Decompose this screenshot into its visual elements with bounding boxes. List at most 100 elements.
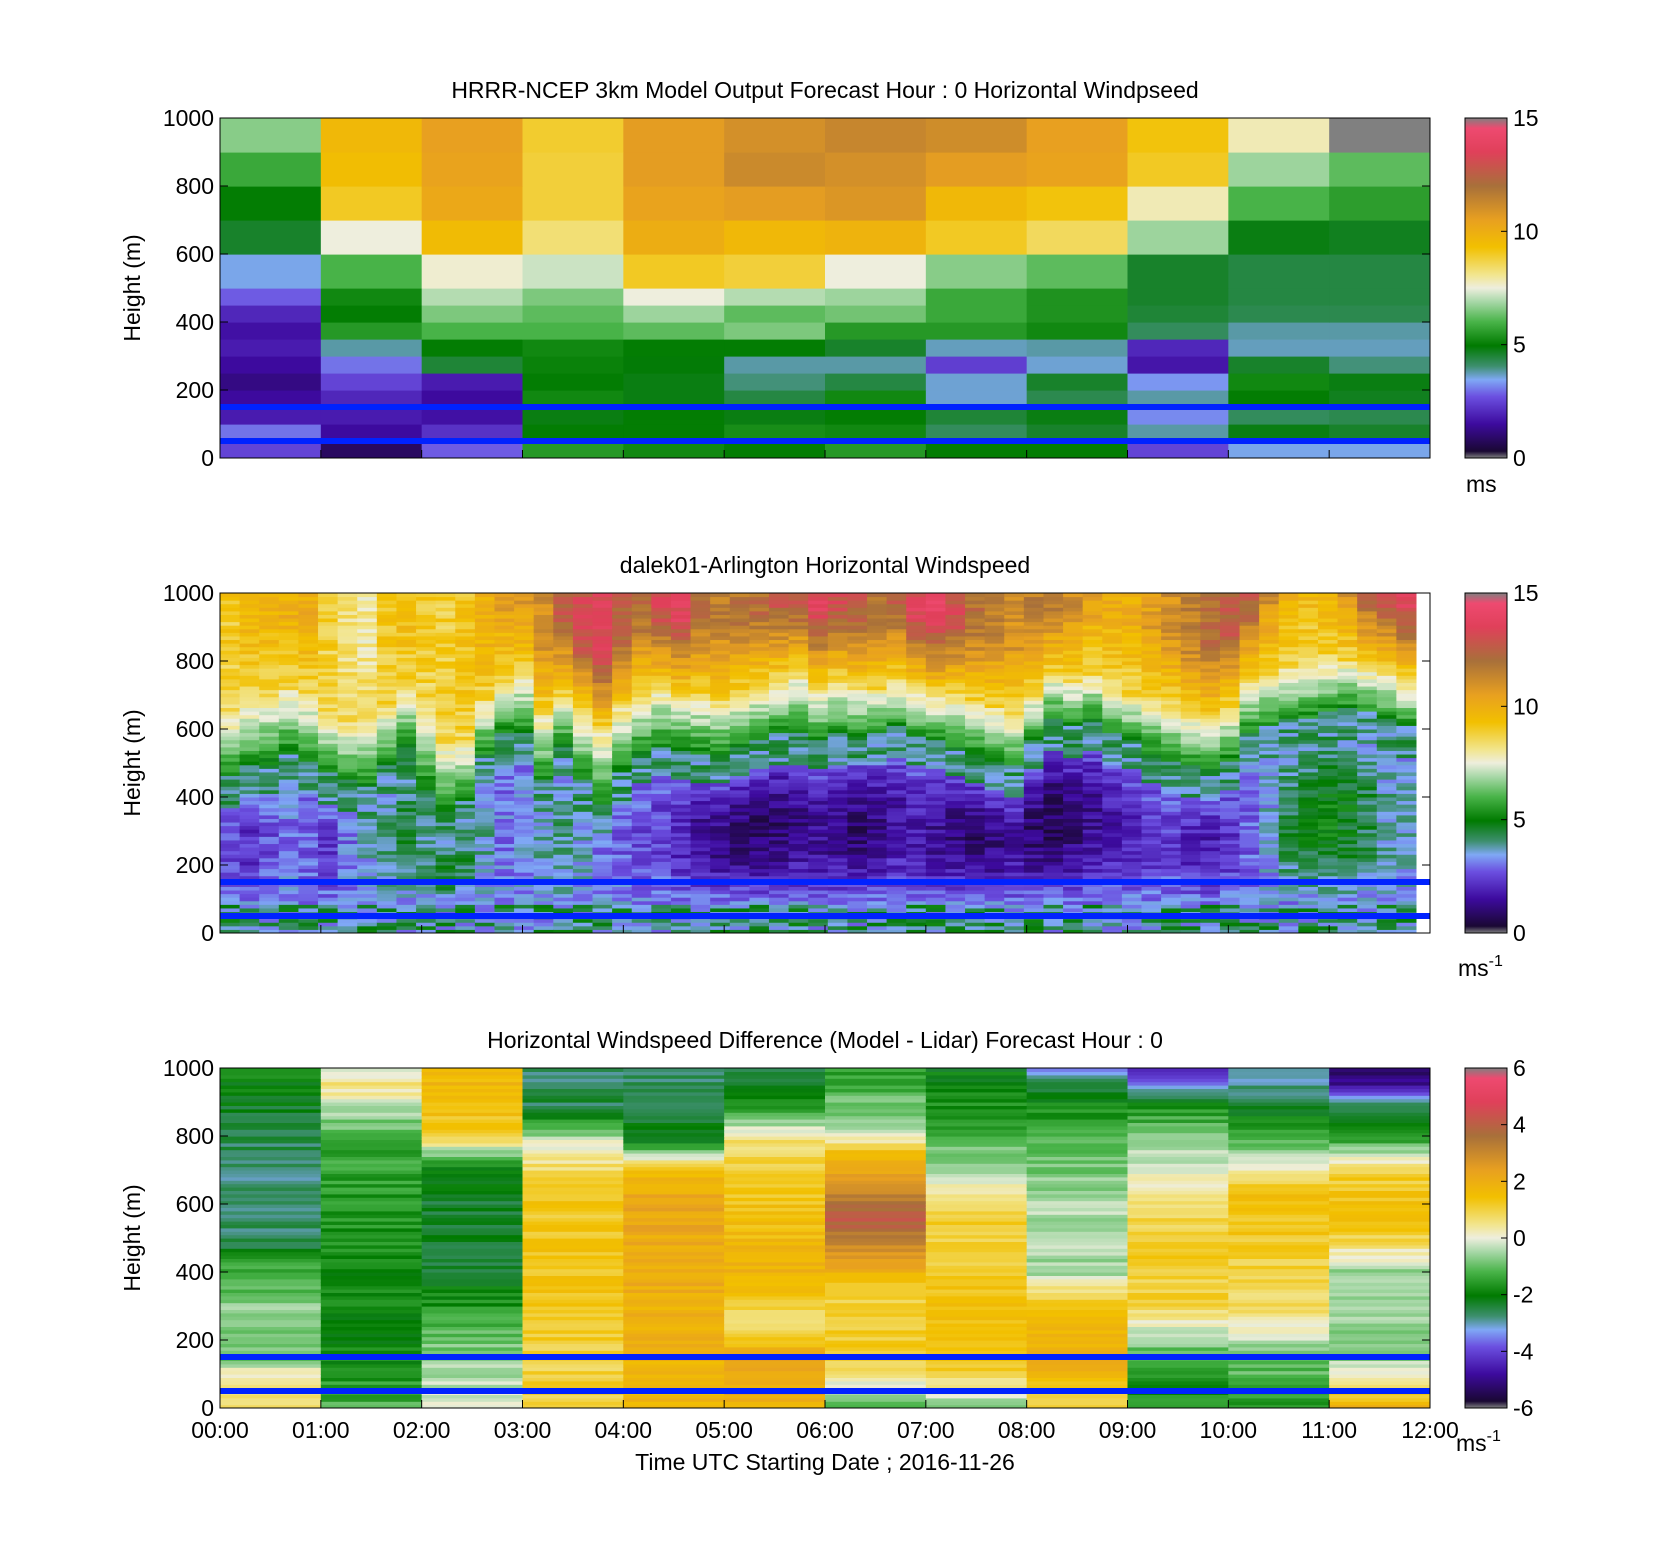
heatmap-cell <box>1121 639 1143 644</box>
heatmap-cell <box>416 872 437 877</box>
heatmap-cell <box>514 804 535 809</box>
heatmap-cell <box>572 639 594 644</box>
heatmap-cell <box>220 832 241 837</box>
heatmap-cell <box>376 703 397 709</box>
heatmap-cell <box>259 793 280 798</box>
heatmap-cell <box>984 857 1005 862</box>
heatmap-cell <box>670 907 692 913</box>
heatmap-cell <box>1102 736 1123 741</box>
heatmap-cell <box>827 739 848 744</box>
heatmap-cell <box>278 875 299 880</box>
heatmap-cell <box>886 850 907 855</box>
heatmap-cell <box>337 764 358 769</box>
heatmap-cell <box>1161 628 1182 633</box>
heatmap-cell <box>220 782 241 787</box>
heatmap-cell <box>945 646 966 651</box>
heatmap-cell <box>651 771 672 777</box>
heatmap-cell <box>749 603 770 608</box>
heatmap-cell <box>906 818 927 823</box>
heatmap-cell <box>1023 850 1044 855</box>
heatmap-cell <box>651 743 672 748</box>
heatmap-cell <box>553 807 574 812</box>
heatmap-cell <box>631 822 652 827</box>
heatmap-cell <box>1180 872 1201 877</box>
heatmap-cell <box>1043 814 1064 819</box>
heatmap-cell <box>965 793 986 798</box>
heatmap-cell <box>357 847 378 852</box>
heatmap-cell <box>612 736 633 741</box>
heatmap-cell <box>318 646 339 651</box>
heatmap-cell <box>592 800 613 805</box>
heatmap-cell <box>827 693 848 698</box>
heatmap-cell <box>945 789 966 794</box>
heatmap-cell <box>357 635 378 641</box>
heatmap-cell <box>416 793 437 798</box>
heatmap-cell <box>945 918 966 923</box>
heatmap-cell <box>1141 736 1162 741</box>
heatmap-cell <box>376 757 397 762</box>
heatmap-cell <box>592 900 613 905</box>
heatmap-cell <box>808 635 829 641</box>
heatmap-cell <box>553 621 574 626</box>
heatmap-cell <box>867 829 888 834</box>
heatmap-cell <box>651 797 672 802</box>
heatmap-cell <box>768 786 790 791</box>
heatmap-cell <box>416 893 437 898</box>
heatmap-cell <box>533 739 554 744</box>
heatmap-cell <box>710 800 731 805</box>
heatmap-cell <box>421 407 524 425</box>
heatmap-cell <box>1023 661 1044 666</box>
heatmap-cell <box>1121 822 1143 827</box>
heatmap-cell <box>376 736 397 741</box>
heatmap-cell <box>533 603 554 608</box>
heatmap-cell <box>886 593 907 598</box>
heatmap-cell <box>808 618 829 623</box>
heatmap-cell <box>421 220 524 255</box>
heatmap-cell <box>1329 305 1430 323</box>
heatmap-cell <box>825 152 927 187</box>
heatmap-cell <box>514 628 535 633</box>
heatmap-cell <box>867 678 888 683</box>
heatmap-cell <box>592 825 613 830</box>
heatmap-cell <box>1004 635 1025 641</box>
heatmap-cell <box>1023 839 1044 845</box>
heatmap-cell <box>572 793 594 798</box>
heatmap-cell <box>651 593 672 598</box>
heatmap-cell <box>1141 693 1162 698</box>
heatmap-cell <box>1161 707 1182 712</box>
heatmap-cell <box>886 818 907 823</box>
heatmap-cell <box>749 890 770 895</box>
heatmap-cell <box>1043 872 1064 877</box>
heatmap-cell <box>220 897 241 902</box>
heatmap-cell <box>220 643 241 648</box>
heatmap-cell <box>886 671 907 676</box>
heatmap-cell <box>690 739 711 744</box>
heatmap-cell <box>827 857 848 862</box>
heatmap-cell <box>1004 886 1025 891</box>
heatmap-cell <box>768 610 790 615</box>
heatmap-cell <box>474 625 495 630</box>
heatmap-cell <box>416 614 437 619</box>
heatmap-cell <box>1023 593 1044 598</box>
heatmap-cell <box>533 668 554 673</box>
heatmap-cell <box>925 614 946 619</box>
heatmap-cell <box>298 825 319 830</box>
heatmap-cell <box>1141 711 1162 716</box>
heatmap-cell <box>592 661 613 666</box>
heatmap-cell <box>768 600 790 605</box>
heatmap-cell <box>592 632 613 637</box>
heatmap-cell <box>239 653 260 658</box>
heatmap-cell <box>1063 639 1084 644</box>
heatmap-cell <box>1121 890 1143 895</box>
heatmap-cell <box>788 721 809 726</box>
heatmap-cell <box>278 779 299 784</box>
heatmap-cell <box>592 904 613 909</box>
heatmap-cell <box>533 832 554 837</box>
heatmap-cell <box>337 700 358 705</box>
heatmap-cell <box>494 603 515 608</box>
heatmap-cell <box>1141 764 1162 769</box>
heatmap-cell <box>710 789 731 794</box>
heatmap-cell <box>1023 675 1044 680</box>
heatmap-cell <box>788 696 809 701</box>
heatmap-cell <box>612 868 633 873</box>
